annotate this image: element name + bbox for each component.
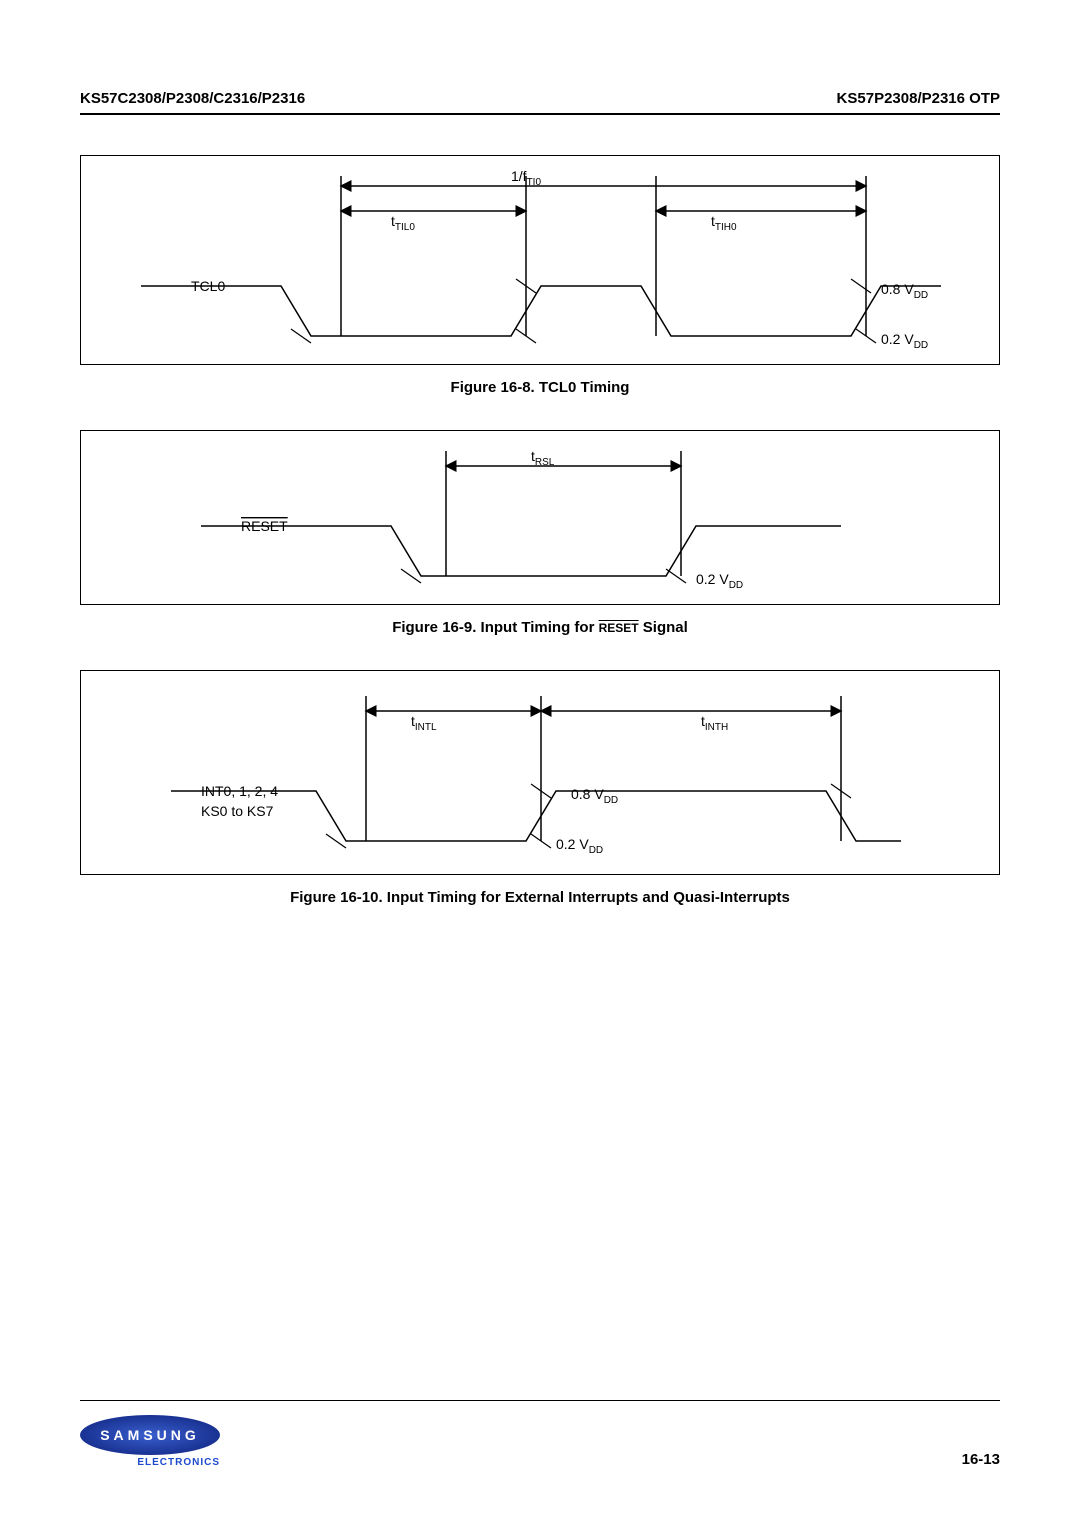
waveform bbox=[171, 791, 901, 841]
signal-label: TCL0 bbox=[191, 278, 225, 294]
figure-16-9-caption: Figure 16-9. Input Timing for RESET Sign… bbox=[80, 619, 1000, 636]
t-label: tRSL bbox=[531, 448, 555, 468]
interrupt-timing-diagram: tINTL tINTH INT0, 1, 2, 4 KS0 to KS7 0.8… bbox=[81, 671, 1001, 876]
tick bbox=[851, 279, 871, 293]
vhigh-label: 0.8 VDD bbox=[881, 281, 928, 301]
waveform bbox=[201, 526, 841, 576]
high-label: tINTH bbox=[701, 713, 728, 733]
period-label: 1/fTI0 bbox=[511, 168, 541, 188]
figure-16-9: tRSL RESET 0.2 VDD bbox=[80, 430, 1000, 605]
logo-oval: SAMSUNG bbox=[80, 1415, 220, 1455]
vlow-label: 0.2 VDD bbox=[881, 331, 928, 351]
page-number: 16-13 bbox=[962, 1451, 1000, 1468]
vhigh-label: 0.8 VDD bbox=[571, 786, 618, 806]
low-label: tTIL0 bbox=[391, 213, 415, 233]
signal-label-2: KS0 to KS7 bbox=[201, 803, 274, 819]
page-header: KS57C2308/P2308/C2316/P2316 KS57P2308/P2… bbox=[80, 90, 1000, 115]
page: KS57C2308/P2308/C2316/P2316 KS57P2308/P2… bbox=[0, 0, 1080, 1528]
page-footer: SAMSUNG ELECTRONICS 16-13 bbox=[80, 1400, 1000, 1468]
figure-16-10: tINTL tINTH INT0, 1, 2, 4 KS0 to KS7 0.8… bbox=[80, 670, 1000, 875]
samsung-logo: SAMSUNG ELECTRONICS bbox=[80, 1415, 220, 1468]
vlow-label: 0.2 VDD bbox=[696, 571, 743, 591]
logo-sub: ELECTRONICS bbox=[80, 1457, 220, 1468]
reset-timing-diagram: tRSL RESET 0.2 VDD bbox=[81, 431, 1001, 606]
signal-label: RESET bbox=[241, 518, 288, 534]
high-label: tTIH0 bbox=[711, 213, 737, 233]
figure-16-8: 1/fTI0 tTIL0 tTIH0 TCL0 0.8 VDD 0.2 VDD bbox=[80, 155, 1000, 365]
waveform bbox=[141, 286, 941, 336]
figure-16-8-caption: Figure 16-8. TCL0 Timing bbox=[80, 379, 1000, 396]
header-left: KS57C2308/P2308/C2316/P2316 bbox=[80, 90, 305, 107]
figure-16-10-caption: Figure 16-10. Input Timing for External … bbox=[80, 889, 1000, 906]
tick bbox=[666, 569, 686, 583]
tcl0-timing-diagram: 1/fTI0 tTIL0 tTIH0 TCL0 0.8 VDD 0.2 VDD bbox=[81, 156, 1001, 366]
low-label: tINTL bbox=[411, 713, 437, 733]
signal-label-1: INT0, 1, 2, 4 bbox=[201, 783, 278, 799]
header-right: KS57P2308/P2316 OTP bbox=[837, 90, 1000, 107]
vlow-label: 0.2 VDD bbox=[556, 836, 603, 856]
